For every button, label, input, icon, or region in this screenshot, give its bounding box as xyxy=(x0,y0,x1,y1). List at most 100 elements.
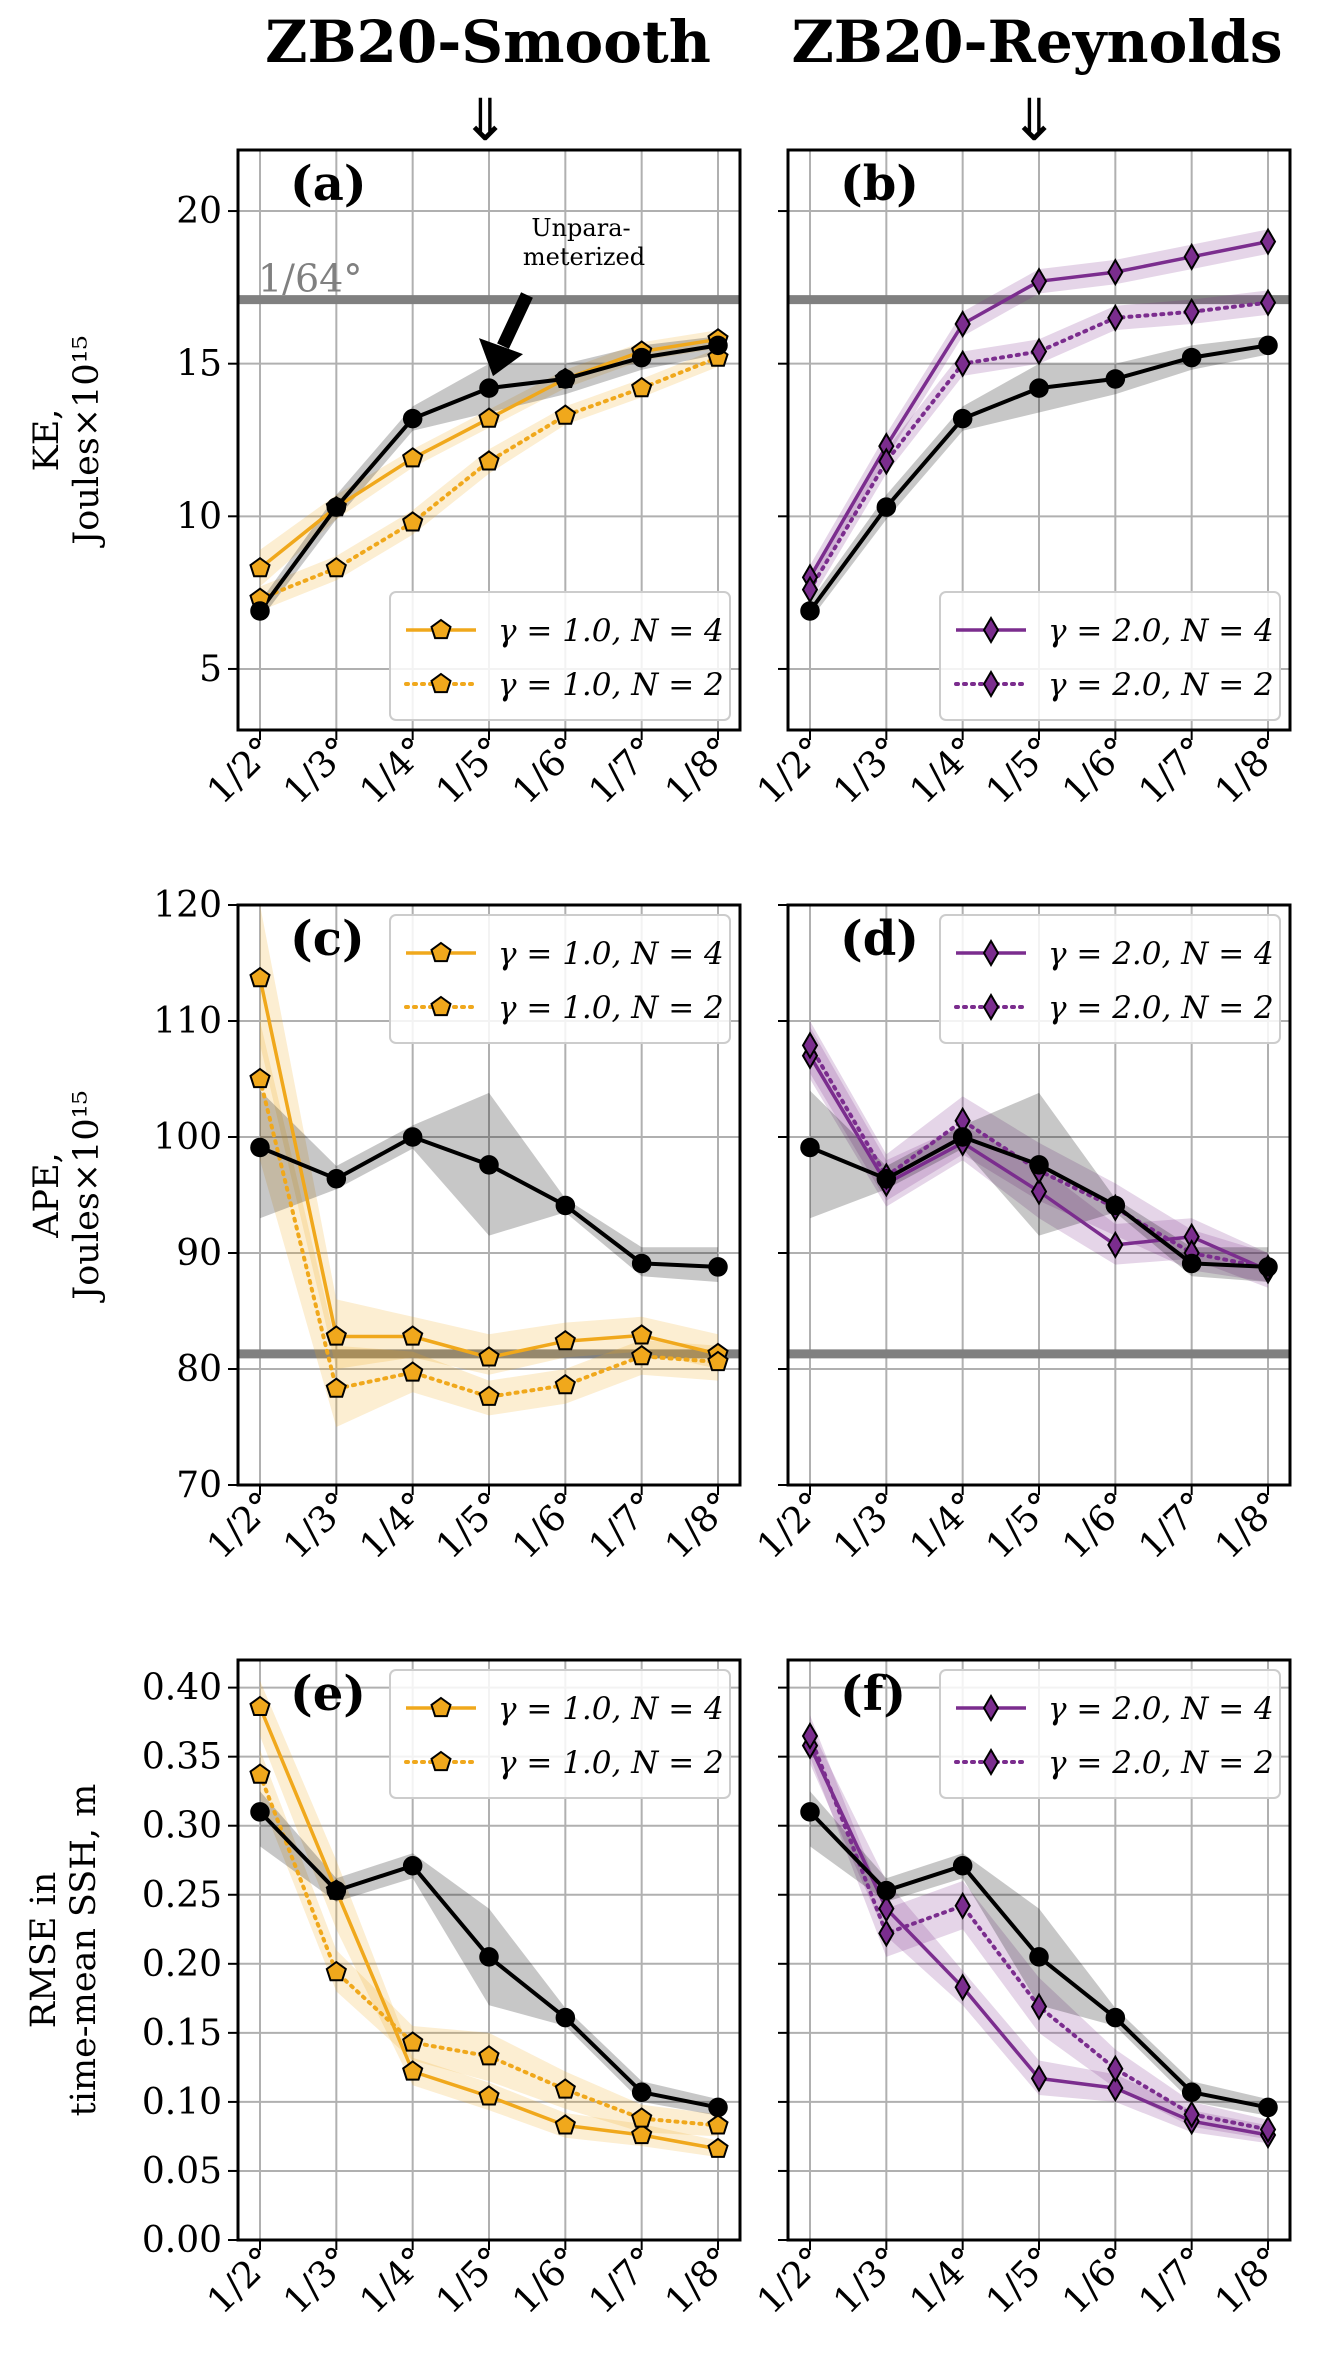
data-point xyxy=(479,1947,499,1967)
data-point xyxy=(1107,303,1124,332)
legend-label: γ = 2.0, N = 4 xyxy=(1048,1691,1274,1727)
legend-label: γ = 2.0, N = 2 xyxy=(1048,1745,1274,1781)
x-tick-label: 1/5° xyxy=(979,729,1062,812)
data-point xyxy=(1258,2097,1278,2118)
legend: γ = 1.0, N = 4 γ = 1.0, N = 2 xyxy=(389,914,731,1044)
data-point xyxy=(952,1127,973,1147)
x-tick-label: 1/3° xyxy=(276,1484,359,1567)
legend-label: γ = 1.0, N = 2 xyxy=(498,667,724,703)
legend-box xyxy=(939,591,1281,721)
data-point xyxy=(478,407,500,428)
x-tick-label: 1/5° xyxy=(979,2239,1062,2322)
data-point xyxy=(1030,267,1048,296)
band-series-1 xyxy=(810,1715,1268,2140)
legend-marker xyxy=(982,670,1000,698)
data-point xyxy=(325,1960,347,1982)
band-series-1 xyxy=(810,1021,1268,1282)
x-tick-label: 1/6° xyxy=(505,1484,588,1567)
y-axis-label: RMSE intime-mean SSH, m xyxy=(24,1784,104,2117)
y-tick-label: 10 xyxy=(176,496,222,537)
x-tick-label: 1/3° xyxy=(826,1484,909,1567)
data-point xyxy=(325,556,347,578)
y-tick-label: 20 xyxy=(176,191,222,232)
legend: γ = 1.0, N = 4 γ = 1.0, N = 2 xyxy=(389,1669,731,1799)
x-tick-label: 1/6° xyxy=(1055,729,1138,812)
plot-area xyxy=(788,905,1290,1485)
panel-label: (f) xyxy=(840,1666,906,1722)
data-point xyxy=(555,369,576,389)
legend-box xyxy=(389,914,731,1044)
y-axis-label-line: Joules×10¹⁵ xyxy=(67,1090,107,1302)
x-tick-label: 1/2° xyxy=(750,729,833,812)
data-point xyxy=(707,2137,729,2158)
plot-area xyxy=(788,150,1290,730)
data-point xyxy=(402,447,424,468)
x-tick-label: 1/7° xyxy=(581,729,664,812)
y-tick-label: 70 xyxy=(176,1465,222,1506)
panel-label: (d) xyxy=(840,911,919,967)
data-point xyxy=(479,378,499,398)
band-series-0 xyxy=(260,1680,718,2158)
x-tick-label: 1/4° xyxy=(902,1484,985,1567)
y-tick-label: 90 xyxy=(176,1233,222,1274)
y-tick-label: 15 xyxy=(176,344,222,385)
column-title-reynolds: ZB20-Reynolds xyxy=(791,8,1282,76)
x-tick-label: 1/8° xyxy=(658,1484,741,1567)
x-tick-label: 1/4° xyxy=(352,2239,435,2322)
data-point xyxy=(554,1329,576,1351)
panel-label: (e) xyxy=(290,1666,366,1722)
y-tick-label: 100 xyxy=(153,1117,222,1158)
data-point xyxy=(554,404,576,425)
data-point xyxy=(631,1344,653,1366)
data-point xyxy=(1105,369,1126,389)
data-point xyxy=(952,1856,973,1876)
legend-marker xyxy=(430,618,452,640)
y-axis-label-line: Joules×10¹⁵ xyxy=(67,335,107,547)
panel-label: (c) xyxy=(290,911,365,967)
data-point xyxy=(1259,2115,1277,2144)
data-point xyxy=(1258,1257,1278,1277)
data-point xyxy=(249,1695,271,1716)
data-point xyxy=(954,310,971,338)
legend-label: γ = 1.0, N = 2 xyxy=(498,1745,724,1781)
legend-label: γ = 2.0, N = 4 xyxy=(1048,936,1274,972)
data-point xyxy=(1105,1195,1126,1216)
data-point xyxy=(402,1856,423,1876)
panel-label: (b) xyxy=(840,156,919,212)
x-tick-label: 1/8° xyxy=(1208,2239,1291,2322)
legend-marker xyxy=(982,1748,1000,1776)
legend-box xyxy=(389,1669,731,1799)
y-tick-label: 0.30 xyxy=(142,1806,222,1847)
x-tick-label: 1/4° xyxy=(902,729,985,812)
x-tick-label: 1/4° xyxy=(352,1484,435,1567)
x-tick-label: 1/5° xyxy=(429,729,512,812)
band-series-0 xyxy=(810,229,1268,590)
y-tick-label: 0.25 xyxy=(142,1875,222,1916)
data-point xyxy=(402,408,423,429)
data-point xyxy=(478,1346,500,1367)
panel-e: 0.000.050.100.150.200.250.300.350.401/2°… xyxy=(24,1658,742,2322)
data-point xyxy=(326,1880,347,1901)
y-axis-label: APE,Joules×10¹⁵ xyxy=(27,1090,107,1302)
x-tick-label: 1/4° xyxy=(902,2239,985,2322)
panel-a: 5 10 15 20 1/2°1/3°1/4°1/5°1/6°1/7°1/8° (a) KE… xyxy=(27,148,742,812)
y-tick-label: 120 xyxy=(153,885,222,926)
data-point xyxy=(800,1137,820,1158)
panel-b: 1/2°1/3°1/4°1/5°1/6°1/7°1/8° (b) γ = 2.0, … xyxy=(750,148,1292,812)
x-tick-label: 1/2° xyxy=(200,729,283,812)
data-point xyxy=(250,601,270,621)
y-axis-label-line: APE, xyxy=(27,1152,67,1239)
data-point xyxy=(479,1155,499,1175)
plot-area xyxy=(238,905,740,1485)
data-point xyxy=(1029,1155,1049,1175)
x-tick-label: 1/5° xyxy=(979,1484,1062,1567)
data-point xyxy=(952,408,973,429)
data-point xyxy=(325,1377,347,1398)
data-point xyxy=(555,1195,576,1216)
legend-marker xyxy=(982,616,1000,644)
legend-box xyxy=(389,591,731,721)
legend-marker xyxy=(982,939,1000,967)
legend: γ = 1.0, N = 4 γ = 1.0, N = 2 xyxy=(389,591,731,721)
y-tick-label: 0.15 xyxy=(142,2013,222,2054)
data-point xyxy=(631,2123,653,2145)
